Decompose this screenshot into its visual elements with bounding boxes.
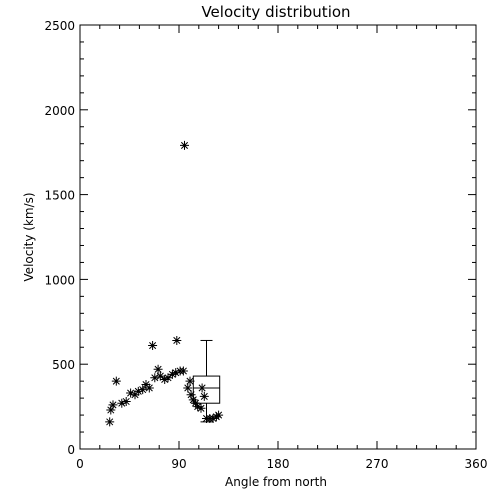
data-point [144,383,154,393]
data-point [199,391,209,401]
x-tick-label: 180 [267,457,290,471]
data-point [126,388,136,398]
x-tick-label: 90 [171,457,186,471]
data-point [196,403,206,413]
data-point [160,374,170,384]
x-tick-label: 0 [76,457,84,471]
data-point [208,413,218,423]
x-tick-labels: 0 90 180 270 360 [76,457,487,471]
data-point [193,402,203,412]
y-tick-label: 0 [67,443,75,457]
data-point [133,386,143,396]
data-point [180,140,189,150]
data-point [197,383,207,393]
data-point [186,390,196,400]
axis-ticks [79,24,477,450]
data-point [141,380,151,390]
data-point [150,373,160,383]
scatter-points [105,140,224,427]
data-point [138,385,148,395]
y-axis-label: Velocity (km/s) [22,192,36,281]
data-point [214,410,224,420]
y-tick-label: 2500 [44,19,75,33]
data-point [153,364,163,374]
data-point [117,398,127,408]
data-point [106,405,116,415]
data-point [108,400,118,410]
data-point [148,341,158,351]
data-point [191,398,200,408]
data-point [130,390,140,400]
x-tick-label: 270 [366,457,389,471]
y-tick-label: 2000 [44,104,75,118]
data-point [163,373,173,383]
data-point [185,376,195,386]
data-point [171,368,181,378]
y-tick-label: 1500 [44,189,75,203]
data-point [155,371,165,381]
data-point [188,395,198,405]
x-tick-label: 360 [465,457,488,471]
data-point [178,366,188,376]
data-point [111,376,121,386]
data-point [105,417,115,427]
x-axis-label: Angle from north [225,475,327,489]
chart-title: Velocity distribution [201,3,350,21]
y-tick-label: 1000 [44,273,75,287]
data-point [172,335,182,345]
data-point [183,383,193,393]
plot-frame [79,24,477,450]
data-point [167,369,177,379]
data-point [121,397,131,407]
y-tick-label: 500 [52,358,75,372]
y-tick-labels: 0 500 1000 1500 2000 2500 [44,19,75,457]
